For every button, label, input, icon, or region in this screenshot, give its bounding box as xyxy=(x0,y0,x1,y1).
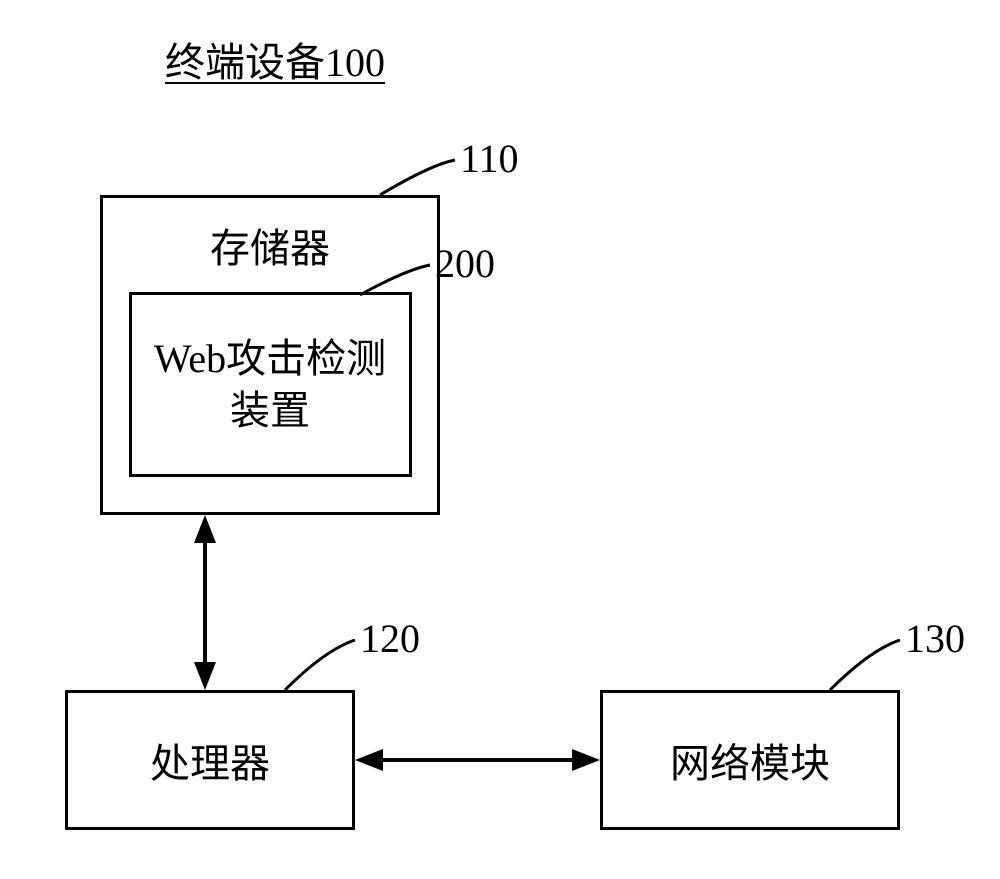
connector-overlay xyxy=(0,0,1000,879)
diagram-canvas: 终端设备100 存储器 Web攻击检测 装置 处理器 网络模块 110 200 … xyxy=(0,0,1000,879)
